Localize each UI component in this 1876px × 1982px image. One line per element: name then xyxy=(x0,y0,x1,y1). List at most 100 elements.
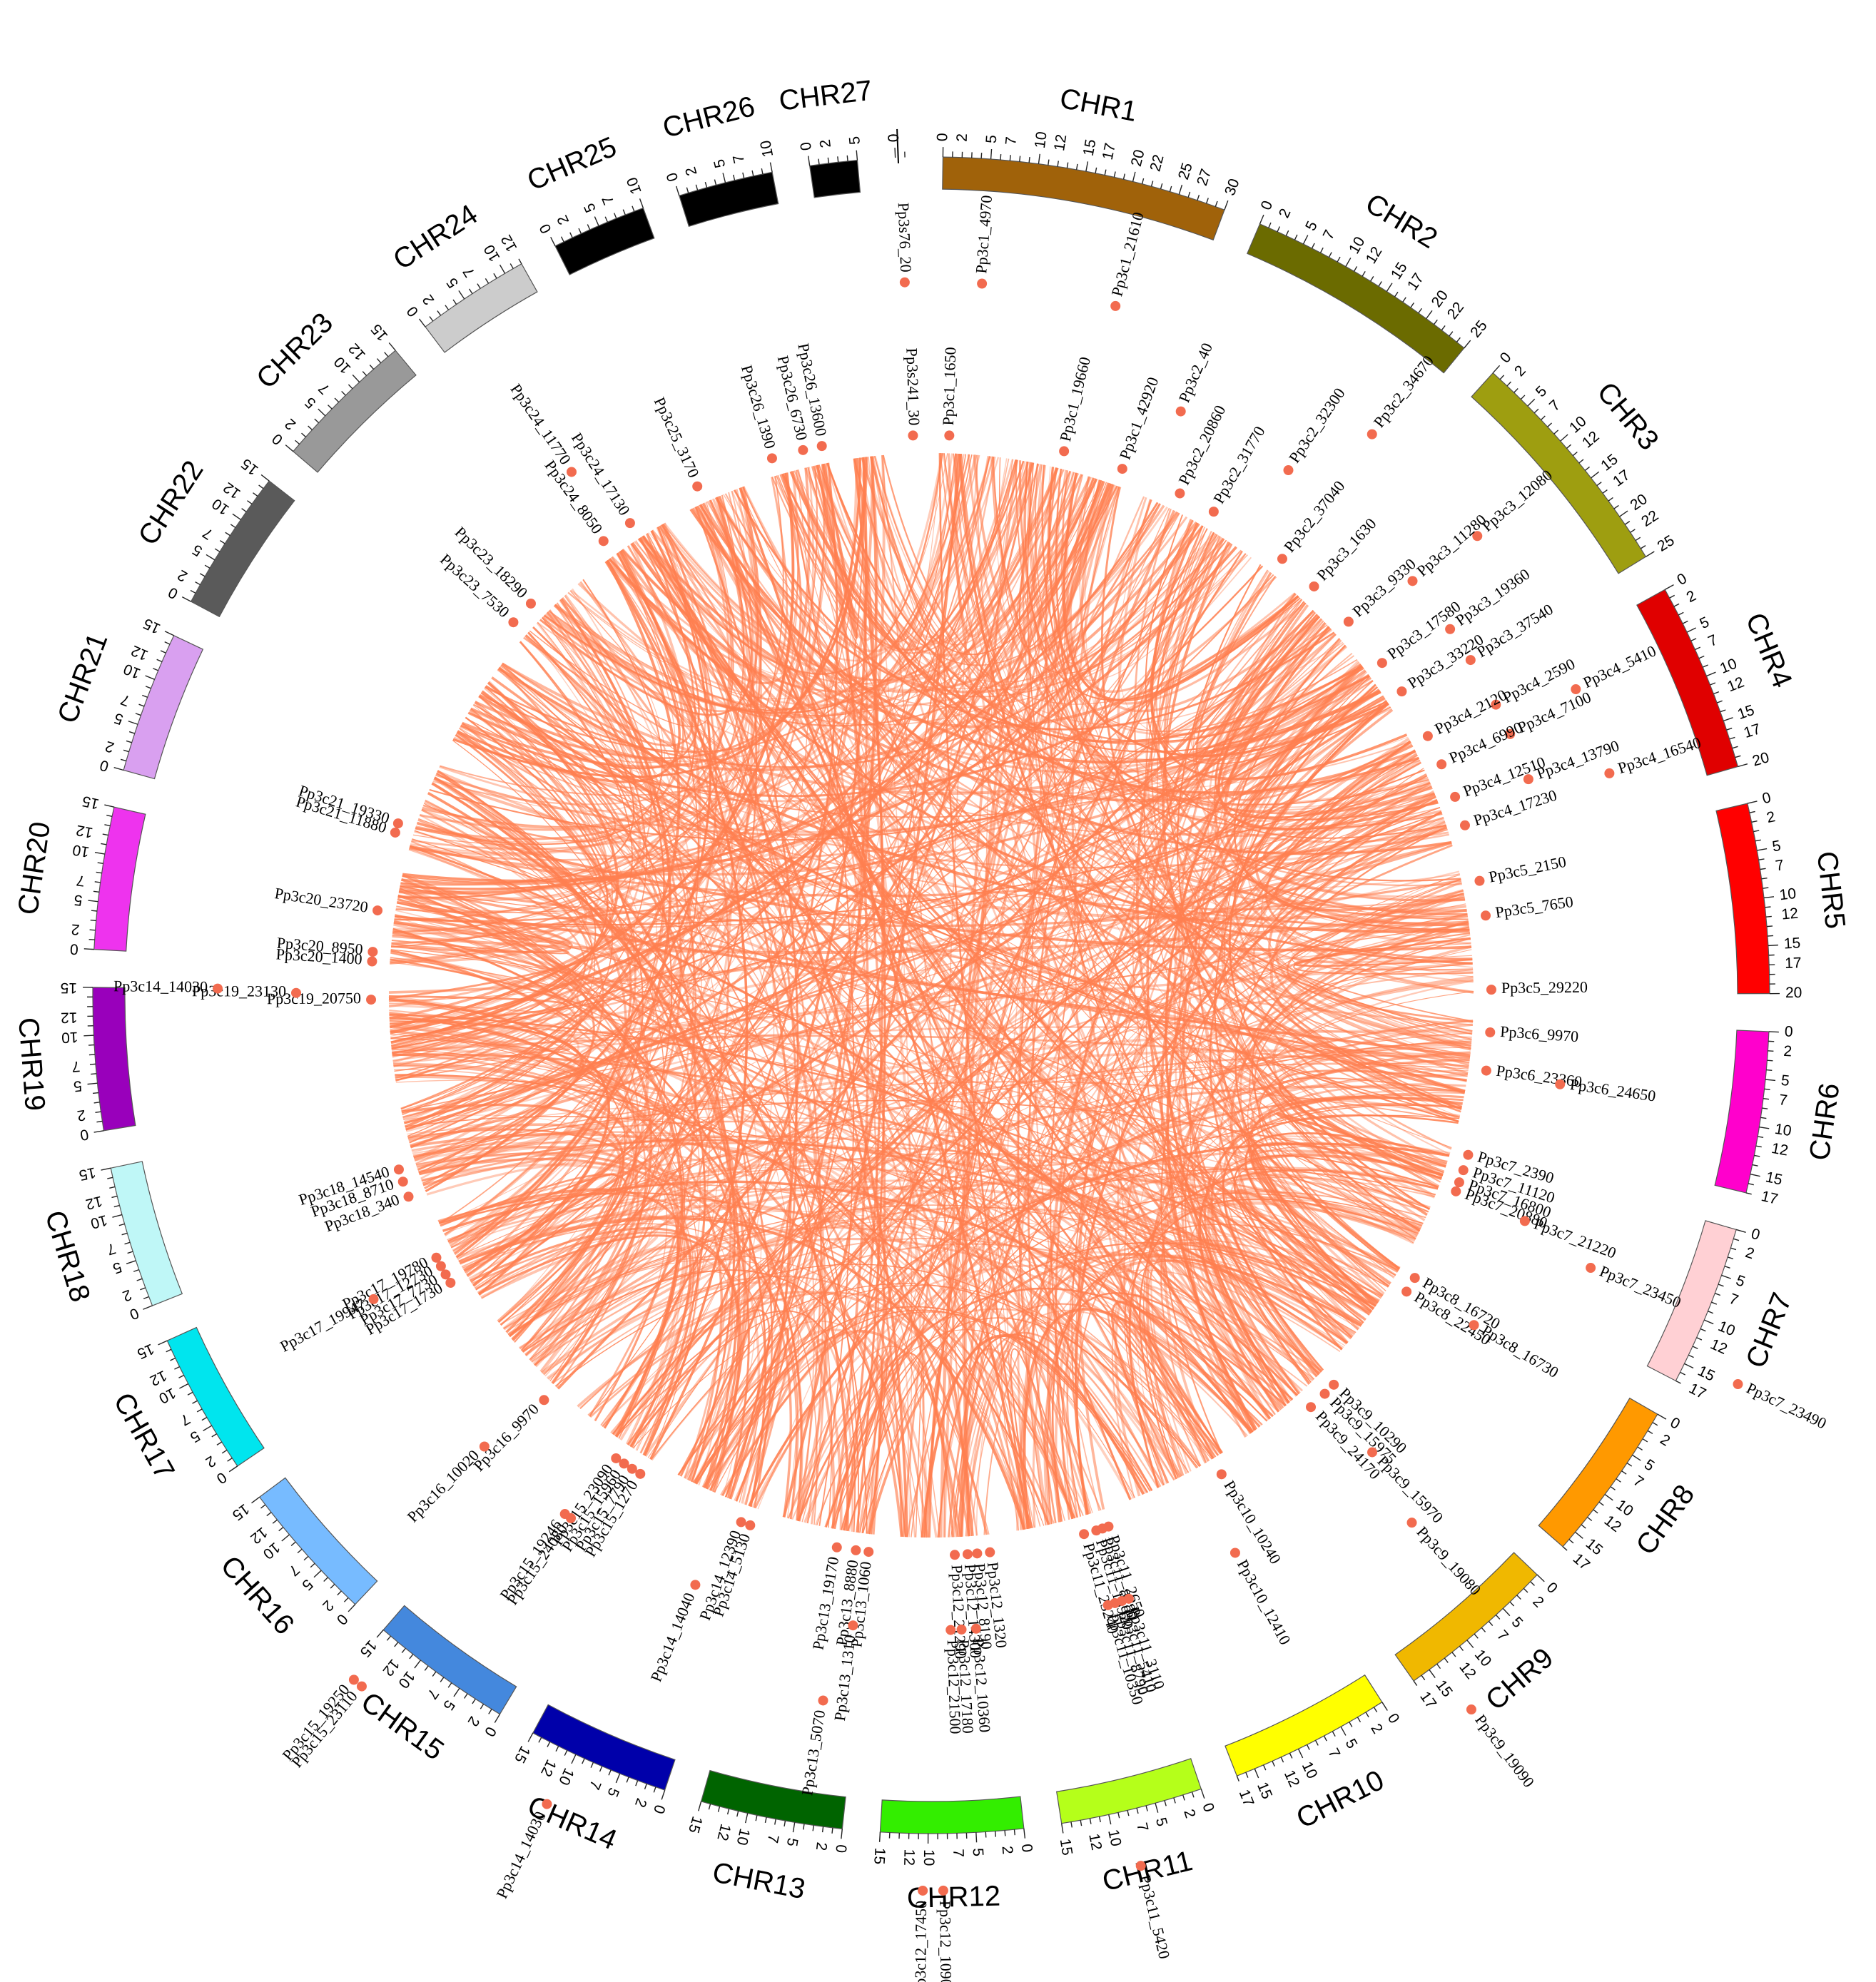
synteny-link xyxy=(826,462,1474,1022)
tick-mark xyxy=(1433,319,1438,325)
tick-label: 15 xyxy=(1764,1169,1784,1188)
synteny-link xyxy=(1015,459,1471,1050)
tick-mark xyxy=(736,1811,739,1817)
synteny-link xyxy=(816,463,858,639)
tick-label: 15 xyxy=(511,1743,533,1765)
synteny-link xyxy=(388,995,568,1025)
synteny-link xyxy=(939,467,1058,1538)
tick-label: 2 xyxy=(1367,1721,1386,1737)
synteny-link xyxy=(455,598,671,1259)
tick-mark xyxy=(83,948,94,950)
tick-mark xyxy=(343,1597,349,1602)
chromosome-segment xyxy=(679,171,779,228)
tick-mark xyxy=(1702,664,1708,668)
chromosome-segment xyxy=(1715,803,1770,995)
tick-mark xyxy=(1127,1810,1130,1816)
synteny-link xyxy=(1107,1310,1220,1480)
tick-label: 15 xyxy=(61,980,78,996)
synteny-link xyxy=(779,459,1018,651)
gene-label: Pp3c5_7650 xyxy=(1494,893,1574,921)
tick-label: 17 xyxy=(1610,467,1633,489)
tick-label: 0 xyxy=(269,430,286,448)
tick-label: 7 xyxy=(599,193,618,207)
tick-label: 2 xyxy=(319,1597,337,1614)
tick-mark xyxy=(91,910,98,912)
synteny-link xyxy=(421,467,1057,828)
synteny-link xyxy=(1220,671,1419,1236)
gene-dot xyxy=(611,1453,622,1463)
synteny-link xyxy=(1071,680,1374,1515)
tick-label: 2 xyxy=(465,1713,483,1729)
synteny-link xyxy=(491,676,1367,1321)
tick-mark xyxy=(1245,1772,1249,1778)
tick-mark xyxy=(615,1773,621,1784)
synteny-link xyxy=(470,708,644,1296)
tick-mark xyxy=(803,1824,805,1830)
synteny-link xyxy=(1236,1189,1399,1304)
tick-mark xyxy=(686,187,689,193)
tick-label: 2 xyxy=(1743,1244,1756,1262)
tick-mark xyxy=(464,1693,468,1699)
tick-label: 12 xyxy=(1579,428,1603,452)
gene-dot xyxy=(863,1547,874,1557)
gene-dot xyxy=(945,1625,956,1635)
gene-dot xyxy=(944,430,955,441)
tick-mark xyxy=(221,1449,228,1454)
synteny-link xyxy=(390,477,1092,1037)
gene-label: Pp3c2_37040 xyxy=(1280,477,1348,556)
synteny-link xyxy=(551,588,703,1383)
tick-label: 0 xyxy=(886,133,902,143)
synteny-link xyxy=(419,456,991,831)
gene-dot xyxy=(1367,429,1377,439)
tick-mark xyxy=(722,173,726,183)
synteny-link xyxy=(393,840,586,1067)
tick-mark xyxy=(1728,1256,1734,1260)
synteny-link xyxy=(429,667,1364,841)
chromosome-segment xyxy=(896,158,906,190)
tick-label: 15 xyxy=(1057,1838,1075,1857)
tick-mark xyxy=(1624,521,1631,525)
tick-label: 10 xyxy=(733,1827,753,1847)
tick-mark xyxy=(1145,1805,1148,1811)
tick-mark xyxy=(1686,627,1696,633)
gene-dot xyxy=(356,1681,367,1692)
gene-dot xyxy=(435,1261,446,1271)
chromosome-segment xyxy=(1646,1220,1737,1382)
gene-dot xyxy=(1445,624,1456,634)
chromosome-segment xyxy=(166,1326,265,1467)
synteny-link xyxy=(787,1308,1219,1519)
synteny-link xyxy=(567,453,948,700)
gene-dot xyxy=(1407,576,1418,586)
tick-mark xyxy=(632,205,635,212)
gene-dot xyxy=(899,277,910,288)
tick-mark xyxy=(199,573,206,577)
tick-mark xyxy=(1378,281,1382,287)
tick-mark xyxy=(564,1750,568,1756)
tick-label: 5 xyxy=(440,1697,458,1714)
synteny-link xyxy=(503,1255,990,1535)
gene-dot xyxy=(1485,1027,1496,1037)
synteny-link xyxy=(411,1131,1289,1404)
gene-dot xyxy=(508,617,519,628)
synteny-link xyxy=(847,1241,1376,1532)
tick-label: 0 xyxy=(1749,1226,1762,1244)
tick-mark xyxy=(1751,820,1758,823)
chromosome-segment xyxy=(425,263,538,353)
tick-mark xyxy=(1657,1413,1667,1420)
gene-dot xyxy=(1409,1273,1420,1284)
synteny-link xyxy=(388,997,610,1287)
tick-label: 7 xyxy=(1133,1821,1151,1833)
tick-label: 5 xyxy=(1152,1816,1170,1828)
synteny-link xyxy=(389,949,569,1002)
gene-dot xyxy=(950,1550,960,1560)
tick-label: 0 xyxy=(1199,1801,1217,1814)
tick-mark xyxy=(251,1496,260,1504)
tick-mark xyxy=(203,1425,213,1431)
synteny-link xyxy=(789,471,1419,794)
tick-mark xyxy=(1680,1371,1685,1376)
tick-label: 2 xyxy=(103,738,116,756)
tick-mark xyxy=(1610,1486,1616,1490)
synteny-link xyxy=(1065,472,1472,1047)
tick-mark xyxy=(1768,944,1778,947)
